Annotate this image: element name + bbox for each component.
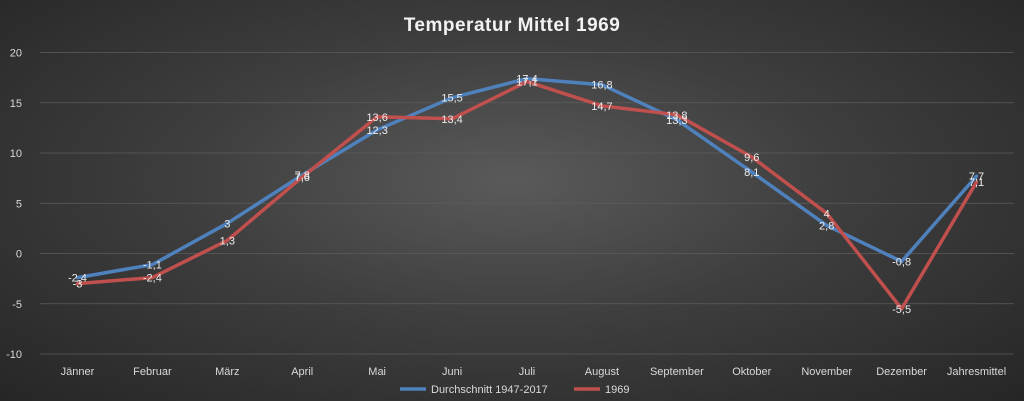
x-tick-label: Oktober <box>732 366 771 378</box>
x-tick-label: Mai <box>368 366 386 378</box>
data-label: -3 <box>73 279 83 291</box>
data-point <box>750 155 754 159</box>
y-tick-label: -5 <box>12 299 22 311</box>
data-label: 16,8 <box>591 80 612 92</box>
data-point <box>825 211 829 215</box>
x-tick-label: August <box>585 366 619 378</box>
x-tick-label: Jänner <box>61 366 95 378</box>
x-tick-label: März <box>215 366 239 378</box>
x-axis-ticks: Jänner Februar März April Mai Juni Juli August S… <box>61 366 1007 378</box>
y-axis-ticks: 20 15 10 5 0 -5 -10 <box>6 48 22 362</box>
data-label: 7,8 <box>295 170 310 182</box>
data-label: 1,3 <box>220 235 235 247</box>
data-label: 4 <box>824 208 830 220</box>
x-tick-label: Jahresmittel <box>947 366 1006 378</box>
x-tick-label: Juli <box>519 366 536 378</box>
data-label: -1,1 <box>143 260 162 272</box>
legend-label: 1969 <box>605 384 629 396</box>
data-point <box>825 223 829 227</box>
data-label: 15,5 <box>441 93 462 105</box>
data-point <box>225 238 229 242</box>
data-point <box>900 260 904 264</box>
y-tick-label: 20 <box>10 48 22 60</box>
data-point <box>975 174 979 178</box>
series-lines <box>75 76 979 311</box>
data-label: 7,7 <box>969 171 984 183</box>
data-label: 13,8 <box>666 110 687 122</box>
legend-entry-1[interactable]: 1969 <box>574 384 629 396</box>
x-tick-label: Februar <box>133 366 172 378</box>
data-point <box>525 77 529 81</box>
data-point <box>150 263 154 267</box>
data-label: 7,1 <box>969 177 984 189</box>
data-label: -2,4 <box>68 273 87 285</box>
data-point <box>450 117 454 121</box>
data-point <box>300 175 304 179</box>
legend[interactable]: Durchschnitt 1947-2017 1969 <box>400 384 629 396</box>
data-label: 14,7 <box>591 101 612 113</box>
data-label: 3 <box>224 218 230 230</box>
y-tick-label: -10 <box>6 349 22 361</box>
data-label: 13,4 <box>441 114 462 126</box>
data-label: 13,3 <box>666 115 687 127</box>
data-point <box>900 307 904 311</box>
x-tick-label: April <box>291 366 313 378</box>
data-label: 12,3 <box>366 125 387 137</box>
data-point <box>375 115 379 119</box>
data-point <box>975 180 979 184</box>
series-line-1 <box>75 79 979 311</box>
legend-entry-0[interactable]: Durchschnitt 1947-2017 <box>400 384 548 396</box>
y-tick-label: 15 <box>10 98 22 110</box>
data-label: 2,8 <box>819 220 834 232</box>
data-label: 17,1 <box>516 77 537 89</box>
data-label: 8,1 <box>744 167 759 179</box>
data-label: 9,6 <box>744 152 759 164</box>
data-point <box>75 282 79 286</box>
x-tick-label: Juni <box>442 366 462 378</box>
y-tick-label: 10 <box>10 148 22 160</box>
data-point <box>675 113 679 117</box>
data-label: 13,6 <box>366 112 387 124</box>
data-labels: -2,4-1,137,812,315,517,416,813,38,12,8-0… <box>68 74 984 316</box>
data-label: -2,4 <box>143 273 162 285</box>
y-tick-label: 5 <box>16 198 22 210</box>
gridlines <box>40 52 1014 355</box>
data-point <box>675 118 679 122</box>
legend-label: Durchschnitt 1947-2017 <box>431 384 548 396</box>
x-tick-label: Dezember <box>876 366 927 378</box>
chart-title: Temperatur Mittel 1969 <box>404 15 621 36</box>
data-point <box>600 104 604 108</box>
data-point <box>525 80 529 84</box>
y-tick-label: 0 <box>16 249 22 261</box>
data-label: -5,5 <box>892 304 911 316</box>
data-label: -0,8 <box>892 257 911 269</box>
data-point <box>450 96 454 100</box>
data-point <box>375 128 379 132</box>
data-label: 7,6 <box>295 172 310 184</box>
data-label: 17,4 <box>516 74 537 86</box>
x-tick-label: September <box>650 366 704 378</box>
data-point <box>750 170 754 174</box>
data-point <box>600 83 604 87</box>
data-point <box>150 276 154 280</box>
x-tick-label: November <box>801 366 852 378</box>
data-point <box>75 276 79 280</box>
data-point <box>225 221 229 225</box>
